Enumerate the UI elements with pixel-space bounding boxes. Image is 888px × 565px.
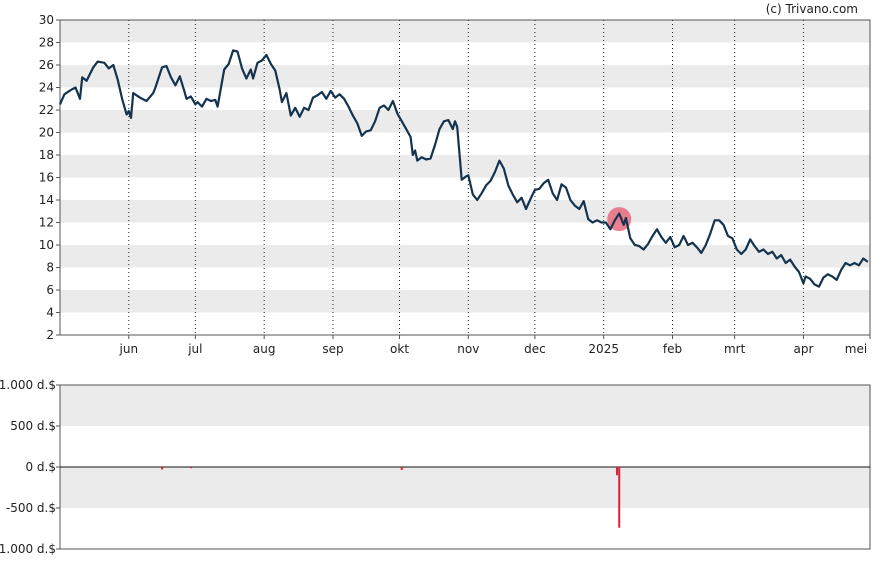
x-tick-label: jul <box>187 342 202 356</box>
volume-grid-band <box>60 467 870 508</box>
y-tick-label: 10 <box>39 238 54 252</box>
x-tick-label: okt <box>390 342 409 356</box>
y-tick-label: 28 <box>39 36 54 50</box>
volume-tick-label: 500 d.$ <box>10 419 56 433</box>
volume-y-axis: 1.000 d.$ 500 d.$ 0 d.$ -500 d.$ -1.000 d.$ <box>0 378 60 556</box>
volume-bar <box>189 467 192 469</box>
price-grid-band <box>60 290 870 313</box>
price-grid-band <box>60 200 870 223</box>
volume-bar <box>400 467 403 470</box>
y-tick-label: 18 <box>39 148 54 162</box>
price-grid-band <box>60 245 870 268</box>
volume-tick-label: -1.000 d.$ <box>0 542 56 556</box>
y-tick-label: 12 <box>39 216 54 230</box>
price-grid-band <box>60 110 870 133</box>
price-grid-band <box>60 155 870 178</box>
volume-grid-bands <box>60 385 870 508</box>
x-tick-label: sep <box>322 342 343 356</box>
price-grid-band <box>60 20 870 43</box>
x-tick-label: 2025 <box>588 342 619 356</box>
x-tick-label: mrt <box>724 342 746 356</box>
volume-bar <box>616 467 619 476</box>
price-grid-bands <box>60 20 870 313</box>
x-tick-label: nov <box>457 342 479 356</box>
x-axis: jun jul aug sep okt nov dec 2025 feb mrt apr mei <box>119 335 871 356</box>
y-tick-label: 14 <box>39 193 54 207</box>
y-tick-label: 16 <box>39 171 54 185</box>
y-tick-label: 26 <box>39 58 54 72</box>
volume-bars <box>161 467 621 528</box>
price-grid-band <box>60 65 870 88</box>
x-tick-label: feb <box>663 342 682 356</box>
x-tick-label: jun <box>119 342 139 356</box>
y-tick-label: 20 <box>39 126 54 140</box>
y-tick-label: 24 <box>39 81 54 95</box>
x-tick-label: mei <box>845 342 867 356</box>
volume-tick-label: 0 d.$ <box>25 460 56 474</box>
y-tick-label: 4 <box>46 306 54 320</box>
x-tick-label: apr <box>793 342 813 356</box>
volume-bar <box>618 467 621 528</box>
volume-bar <box>161 467 164 470</box>
x-tick-label: dec <box>524 342 546 356</box>
volume-tick-label: -500 d.$ <box>6 501 56 515</box>
volume-tick-label: 1.000 d.$ <box>0 378 56 392</box>
y-tick-label: 6 <box>46 283 54 297</box>
x-tick-label: aug <box>253 342 276 356</box>
y-tick-label: 22 <box>39 103 54 117</box>
copyright-text: (c) Trivano.com <box>766 2 858 16</box>
y-tick-label: 30 <box>39 13 54 27</box>
volume-grid-band <box>60 385 870 426</box>
y-tick-label: 8 <box>46 261 54 275</box>
y-tick-label: 2 <box>46 328 54 342</box>
price-series-line <box>58 49 869 288</box>
